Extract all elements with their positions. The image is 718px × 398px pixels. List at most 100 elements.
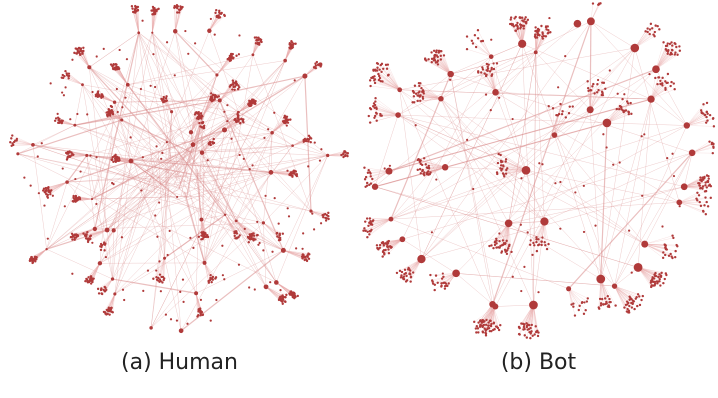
leaf-node — [484, 323, 488, 326]
leaf-node — [238, 234, 241, 237]
leaf-node — [614, 304, 617, 307]
graph-edge — [600, 47, 635, 280]
leaf-node — [638, 295, 641, 298]
leaf-node — [541, 236, 544, 239]
fan-edge — [508, 223, 512, 252]
graph-edge — [66, 182, 108, 231]
leaf-node — [487, 327, 491, 330]
leaf-node — [698, 182, 701, 185]
leaf-node — [340, 153, 343, 157]
leaf-node — [320, 63, 323, 67]
leaf-node — [674, 51, 677, 54]
loose-node — [69, 118, 72, 121]
graph-edge — [121, 119, 176, 150]
leaf-node — [369, 175, 372, 178]
graph-edge — [86, 112, 239, 156]
leaf-node — [387, 248, 390, 251]
leaf-node — [373, 75, 376, 78]
graph-edge — [164, 258, 182, 331]
leaf-node — [212, 137, 215, 141]
graph-edge — [89, 32, 139, 68]
graph-edge — [165, 166, 182, 331]
leaf-node — [490, 66, 493, 70]
loose-node — [168, 229, 171, 233]
graph-edge — [304, 76, 312, 212]
leaf-node — [211, 93, 215, 97]
fan-edge — [192, 123, 200, 145]
leaf-node — [577, 308, 581, 312]
graph-edge — [495, 23, 578, 93]
fan-edge — [373, 218, 391, 221]
graph-edge — [99, 31, 176, 264]
loose-node — [295, 247, 298, 250]
leaf-node — [427, 164, 430, 168]
leaf-node — [559, 102, 562, 106]
leaf-node — [30, 255, 33, 259]
fan-edge — [686, 102, 708, 126]
loose-node — [74, 177, 77, 181]
fan-edge — [110, 105, 122, 121]
leaf-node — [501, 167, 504, 171]
leaf-node — [136, 9, 140, 12]
fan-edge — [115, 154, 132, 162]
fan-edge — [236, 220, 249, 243]
fan-edge — [16, 138, 34, 145]
graph-edge — [554, 47, 635, 136]
graph-edge — [189, 178, 284, 251]
leaf-node — [638, 303, 642, 307]
leaf-node — [363, 178, 367, 181]
graph-edge — [74, 124, 154, 154]
leaf-node — [364, 185, 367, 188]
leaf-node — [427, 58, 430, 61]
leaf-node — [418, 84, 421, 88]
leaf-node — [257, 36, 260, 39]
fan-edge — [87, 229, 108, 233]
leaf-node — [671, 234, 674, 237]
leaf-node — [674, 249, 677, 253]
hub-node — [199, 150, 205, 155]
leaf-node — [233, 85, 237, 88]
graph-edge — [160, 30, 210, 152]
leaf-node — [155, 10, 158, 13]
loose-node — [237, 263, 241, 266]
graph-edge — [89, 67, 184, 194]
loose-node — [159, 290, 162, 293]
leaf-node — [701, 187, 704, 190]
leaf-node — [486, 69, 489, 73]
leaf-node — [376, 66, 379, 69]
leaf-node — [61, 76, 65, 80]
fan-edge — [505, 223, 509, 252]
fan-edge — [284, 47, 293, 61]
leaf-node — [364, 175, 368, 179]
graph-edge — [127, 54, 253, 85]
leaf-node — [704, 213, 708, 216]
graph-edge — [535, 52, 591, 110]
leaf-node — [664, 88, 667, 91]
leaf-node — [482, 320, 485, 323]
leaf-node — [432, 49, 436, 52]
graph-edge — [263, 222, 267, 287]
leaf-node — [235, 82, 239, 86]
fan-edge — [679, 195, 700, 203]
leaf-node — [597, 88, 600, 92]
leaf-node — [465, 35, 469, 38]
leaf-node — [703, 113, 707, 117]
fan-edge — [276, 282, 291, 295]
leaf-node — [706, 180, 710, 184]
leaf-node — [650, 280, 653, 284]
leaf-node — [501, 239, 505, 242]
leaf-node — [423, 171, 426, 174]
loose-node — [641, 194, 644, 197]
graph-edge — [160, 100, 220, 143]
leaf-node — [655, 280, 659, 283]
leaf-node — [89, 278, 92, 281]
fan-edge — [554, 106, 570, 136]
leaf-node — [153, 12, 156, 16]
leaf-node — [177, 11, 181, 14]
hub-node — [270, 131, 274, 135]
loose-node — [596, 78, 600, 82]
leaf-node — [540, 243, 543, 247]
leaf-node — [375, 69, 379, 72]
leaf-node — [536, 243, 540, 247]
leaf-node — [505, 239, 508, 243]
